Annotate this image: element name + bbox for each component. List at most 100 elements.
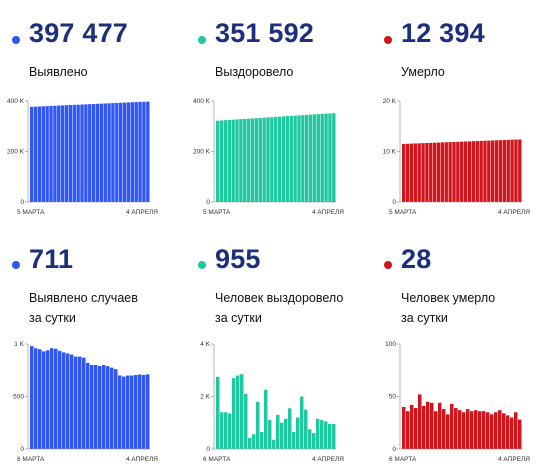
bar bbox=[409, 143, 414, 202]
bar bbox=[266, 117, 270, 202]
x-start-label: 6 МАРТА bbox=[203, 456, 231, 463]
bar bbox=[94, 365, 98, 449]
stat-panel-deaths-daily: 28 Человек умерло за сутки bbox=[372, 0, 552, 325]
x-end-label: 4 АПРЕЛЯ bbox=[312, 456, 344, 463]
bar bbox=[454, 408, 458, 449]
bar bbox=[220, 412, 224, 449]
bar bbox=[491, 140, 495, 202]
bar bbox=[510, 417, 514, 449]
x-end-label: 4 АПРЕЛЯ bbox=[126, 456, 158, 463]
bar bbox=[494, 412, 498, 449]
bar bbox=[126, 102, 131, 202]
recovered-daily-dot-icon bbox=[198, 261, 206, 269]
bar bbox=[518, 139, 522, 202]
bar bbox=[270, 117, 274, 202]
bar bbox=[448, 142, 452, 202]
detected-daily-value: 711 bbox=[29, 244, 74, 274]
stat-panel-detected-daily: 711 Выявлено случаев за сутки bbox=[0, 0, 180, 325]
bar bbox=[99, 103, 104, 202]
bar bbox=[456, 141, 460, 202]
bar bbox=[479, 140, 483, 202]
bar bbox=[95, 103, 100, 202]
bar bbox=[414, 408, 418, 449]
bar bbox=[80, 104, 84, 202]
bar bbox=[332, 423, 336, 449]
bar bbox=[506, 415, 510, 449]
bar bbox=[64, 105, 69, 202]
bar bbox=[45, 106, 49, 202]
bar bbox=[425, 143, 429, 202]
y-tick-label: 10 K bbox=[383, 149, 397, 156]
bar bbox=[478, 411, 482, 449]
bar bbox=[328, 424, 332, 449]
bar bbox=[224, 412, 228, 449]
bar bbox=[498, 410, 502, 449]
stat-panel-deaths: 12 394 Умерло bbox=[372, 0, 552, 225]
bar bbox=[402, 407, 406, 449]
bar bbox=[62, 352, 66, 449]
bar bbox=[436, 142, 441, 202]
bar bbox=[486, 412, 490, 449]
bar bbox=[462, 412, 466, 449]
bar bbox=[98, 366, 102, 449]
bar bbox=[296, 417, 300, 449]
bar bbox=[518, 419, 522, 449]
bar bbox=[268, 420, 272, 450]
bar bbox=[483, 140, 487, 202]
x-end-label: 4 АПРЕЛЯ bbox=[498, 209, 530, 216]
bar bbox=[138, 101, 142, 202]
bar bbox=[324, 421, 328, 449]
bar bbox=[239, 119, 243, 202]
bar bbox=[421, 143, 425, 202]
bar bbox=[320, 420, 324, 450]
bar bbox=[90, 365, 94, 449]
bar bbox=[103, 103, 107, 202]
x-end-label: 4 АПРЕЛЯ bbox=[498, 456, 530, 463]
bar bbox=[216, 120, 220, 202]
detected-dot-icon bbox=[12, 36, 20, 44]
bar bbox=[430, 402, 434, 449]
bar bbox=[236, 375, 240, 449]
y-tick-label: 0 bbox=[206, 199, 210, 206]
y-tick-label: 200 K bbox=[193, 149, 211, 156]
bar bbox=[288, 408, 292, 449]
bar bbox=[76, 104, 80, 202]
bar bbox=[418, 394, 422, 449]
bar bbox=[487, 140, 491, 202]
y-tick-label: 400 K bbox=[7, 98, 25, 105]
y-tick-label: 200 K bbox=[7, 149, 25, 156]
bar bbox=[452, 141, 456, 202]
bar bbox=[111, 103, 115, 202]
detected-total-value: 397 477 bbox=[29, 18, 128, 48]
bar bbox=[264, 389, 268, 449]
bar bbox=[130, 102, 135, 202]
bar bbox=[250, 118, 255, 202]
x-start-label: 5 МАРТА bbox=[17, 209, 45, 216]
bar bbox=[494, 140, 499, 202]
bar bbox=[470, 411, 474, 449]
bar bbox=[405, 143, 410, 202]
deaths-daily-label: Человек умерло за сутки bbox=[401, 291, 496, 325]
bar bbox=[115, 102, 119, 202]
bar bbox=[440, 142, 445, 202]
bar bbox=[66, 353, 70, 449]
bar bbox=[305, 114, 309, 202]
y-tick-label: 4 K bbox=[200, 341, 210, 348]
detected-daily-label: Выявлено случаев за сутки bbox=[29, 291, 138, 325]
y-tick-label: 0 bbox=[20, 199, 24, 206]
bar bbox=[126, 375, 130, 449]
bar bbox=[34, 348, 38, 449]
bar bbox=[297, 115, 301, 202]
bar bbox=[285, 116, 290, 202]
detected-daily-dot-icon bbox=[12, 261, 20, 269]
bar bbox=[107, 103, 111, 202]
bar bbox=[442, 409, 446, 449]
bar bbox=[320, 113, 324, 202]
bar bbox=[514, 412, 518, 449]
bar bbox=[510, 139, 514, 202]
bar bbox=[227, 119, 231, 202]
bar bbox=[134, 102, 138, 202]
bar bbox=[304, 409, 308, 450]
bar bbox=[276, 414, 280, 450]
x-end-label: 4 АПРЕЛЯ bbox=[312, 209, 344, 216]
